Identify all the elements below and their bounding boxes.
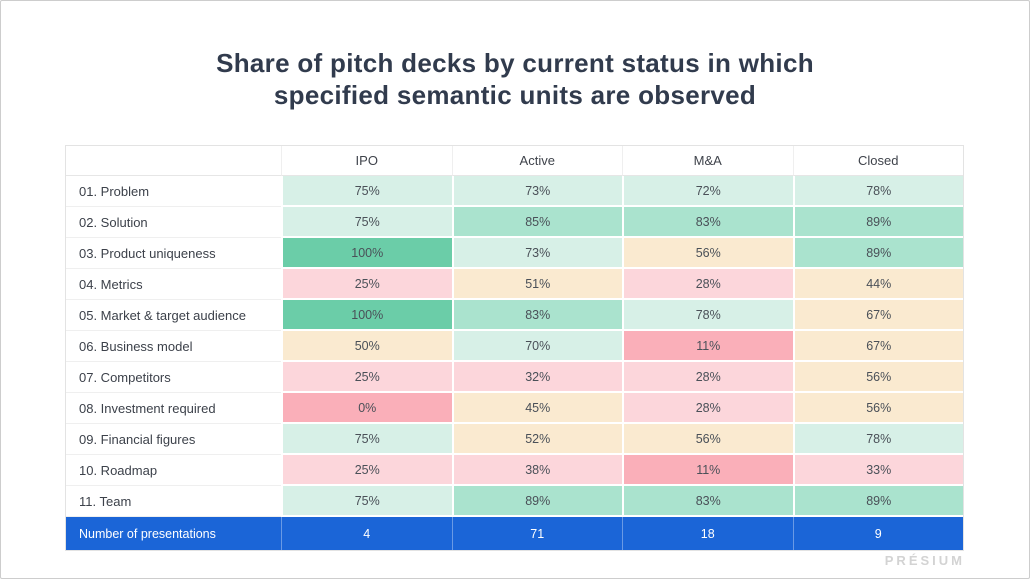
page-title-line-2: specified semantic units are observed — [273, 80, 757, 110]
value-cell: 100% — [281, 238, 452, 269]
table-row: 11. Team 75% 89% 83% 89% — [66, 486, 963, 517]
value-cell: 32% — [451, 362, 622, 393]
value-cell: 73% — [451, 238, 622, 269]
value-cell: 73% — [451, 176, 622, 207]
value-cell: 70% — [451, 331, 622, 362]
value-cell: 56% — [622, 424, 793, 455]
row-label: 01. Problem — [66, 176, 281, 207]
value-cell: 100% — [281, 300, 452, 331]
row-label: 10. Roadmap — [66, 455, 281, 486]
value-cell: 75% — [281, 486, 452, 517]
page-title-line-1: Share of pitch decks by current status i… — [216, 48, 814, 78]
value-cell: 75% — [281, 207, 452, 238]
column-header-ipo: IPO — [281, 146, 452, 176]
row-label: 06. Business model — [66, 331, 281, 362]
footer-row: Number of presentations 4 71 18 9 — [66, 517, 963, 550]
presium-logo: PRÉSIUM — [884, 553, 965, 568]
value-cell: 75% — [281, 424, 452, 455]
value-cell: 78% — [792, 176, 963, 207]
value-cell: 44% — [792, 269, 963, 300]
value-cell: 0% — [281, 393, 452, 424]
row-label: 02. Solution — [66, 207, 281, 238]
footer-value-cell: 71 — [451, 517, 623, 550]
value-cell: 52% — [451, 424, 622, 455]
page-title: Share of pitch decks by current status i… — [1, 1, 1029, 111]
value-cell: 78% — [622, 300, 793, 331]
value-cell: 89% — [792, 207, 963, 238]
value-cell: 25% — [281, 269, 452, 300]
table-row: 07. Competitors 25% 32% 28% 56% — [66, 362, 963, 393]
value-cell: 89% — [451, 486, 622, 517]
row-label: 11. Team — [66, 486, 281, 517]
row-label: 08. Investment required — [66, 393, 281, 424]
value-cell: 78% — [792, 424, 963, 455]
row-label: 03. Product uniqueness — [66, 238, 281, 269]
footer-value-cell: 9 — [792, 517, 964, 550]
value-cell: 56% — [792, 393, 963, 424]
value-cell: 28% — [622, 393, 793, 424]
table-row: 02. Solution 75% 85% 83% 89% — [66, 207, 963, 238]
column-header-closed: Closed — [792, 146, 963, 176]
value-cell: 67% — [792, 300, 963, 331]
value-cell: 56% — [622, 238, 793, 269]
value-cell: 85% — [451, 207, 622, 238]
table-row: 04. Metrics 25% 51% 28% 44% — [66, 269, 963, 300]
value-cell: 67% — [792, 331, 963, 362]
row-label: 05. Market & target audience — [66, 300, 281, 331]
value-cell: 72% — [622, 176, 793, 207]
table-row: 10. Roadmap 25% 38% 11% 33% — [66, 455, 963, 486]
value-cell: 11% — [622, 331, 793, 362]
value-cell: 50% — [281, 331, 452, 362]
value-cell: 83% — [622, 486, 793, 517]
column-header-m-a: M&A — [622, 146, 793, 176]
table-row: 03. Product uniqueness 100% 73% 56% 89% — [66, 238, 963, 269]
corner-cell — [66, 146, 281, 176]
value-cell: 89% — [792, 486, 963, 517]
table-row: 09. Financial figures 75% 52% 56% 78% — [66, 424, 963, 455]
column-header-active: Active — [451, 146, 622, 176]
table-row: 06. Business model 50% 70% 11% 67% — [66, 331, 963, 362]
row-label: 04. Metrics — [66, 269, 281, 300]
row-label: 09. Financial figures — [66, 424, 281, 455]
value-cell: 45% — [451, 393, 622, 424]
value-cell: 89% — [792, 238, 963, 269]
footer-label: Number of presentations — [79, 526, 216, 541]
value-cell: 83% — [622, 207, 793, 238]
value-cell: 11% — [622, 455, 793, 486]
header-row: IPO Active M&A Closed — [66, 146, 963, 176]
value-cell: 83% — [451, 300, 622, 331]
value-cell: 25% — [281, 362, 452, 393]
value-cell: 28% — [622, 362, 793, 393]
table-row: 01. Problem 75% 73% 72% 78% — [66, 176, 963, 207]
value-cell: 75% — [281, 176, 452, 207]
table-row: 05. Market & target audience 100% 83% 78% 67… — [66, 300, 963, 331]
table-row: 08. Investment required 0% 45% 28% 56% — [66, 393, 963, 424]
row-label: 07. Competitors — [66, 362, 281, 393]
footer-value-cell: 18 — [622, 517, 793, 550]
footer-value-cell: 4 — [281, 517, 452, 550]
value-cell: 56% — [792, 362, 963, 393]
value-cell: 25% — [281, 455, 452, 486]
status-heatmap-table: IPO Active M&A Closed 01. Problem 75% 73% 72% 7… — [65, 145, 964, 551]
table-container: IPO Active M&A Closed 01. Problem 75% 73% 72% 7… — [65, 145, 964, 551]
value-cell: 28% — [622, 269, 793, 300]
value-cell: 51% — [451, 269, 622, 300]
value-cell: 38% — [451, 455, 622, 486]
value-cell: 33% — [792, 455, 963, 486]
